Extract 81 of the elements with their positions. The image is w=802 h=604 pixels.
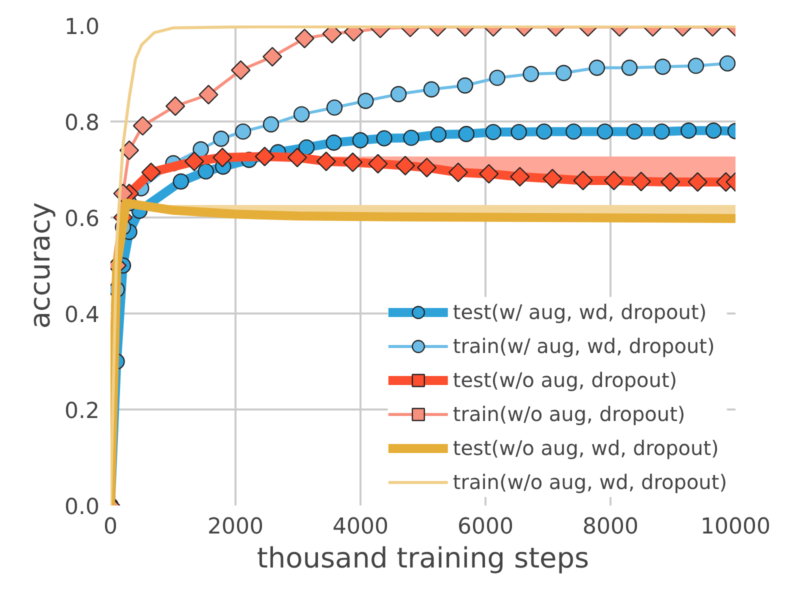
point [316,152,336,172]
y-tick-label: 0.4 [64,303,100,328]
point [254,146,274,166]
point [596,123,614,140]
point [287,148,308,168]
point [262,46,282,66]
point [448,162,468,182]
point [604,170,624,190]
y-tick-label: 0.8 [64,111,100,136]
point [294,28,314,48]
point [705,122,722,139]
point [458,126,474,142]
point [198,84,218,104]
legend-label: train(w/o aug, dropout) [452,401,686,428]
point [688,172,708,192]
y-tick-label: 0.2 [64,399,100,424]
point [192,141,209,158]
x-tick-label: 8000 [582,514,639,540]
x-axis-title: thousand training steps [256,542,590,574]
point [376,130,392,146]
point [485,124,502,140]
point [390,86,407,102]
point [212,148,232,168]
point [198,163,214,180]
point [132,116,152,136]
point [621,60,638,76]
point [542,168,562,188]
point [588,60,606,76]
point [536,123,552,140]
point [510,166,530,186]
x-tick-label: 6000 [458,514,514,540]
point [573,170,593,190]
point [326,134,342,151]
point [680,122,697,139]
legend-label: test(w/o aug, dropout) [452,367,678,394]
point [423,81,440,98]
x-tick-label: 2000 [208,514,264,540]
point [556,64,572,82]
point [184,152,204,172]
point [395,156,416,176]
point [654,58,671,75]
point [430,126,447,143]
point [213,130,230,147]
point [631,172,651,192]
point [342,152,363,172]
legend-label: test(w/ aug, wd, dropout) [452,299,707,326]
point [326,99,343,116]
point [368,154,388,174]
point [522,66,539,82]
point [262,116,280,132]
point [234,123,252,140]
point [358,92,374,109]
point [688,58,704,74]
point [298,139,315,156]
point [654,123,670,140]
y-tick-label: 1.0 [64,15,100,40]
legend-label: train(w/ aug, wd, dropout) [452,333,715,360]
point [166,96,186,116]
x-tick-label: 0 [104,514,118,540]
point [230,60,251,80]
point [479,164,499,184]
x-tick-label: 10000 [700,514,771,540]
point [566,123,582,140]
y-axis-title: accuracy [24,202,57,329]
point [417,158,437,178]
y-tick-label: 0.6 [64,207,100,232]
point [510,124,527,140]
point [141,162,161,182]
point [660,172,680,192]
legend-label: train(w/o aug, wd, dropout) [452,469,727,496]
point [489,70,506,86]
legend-label: test(w/o aug, wd, dropout) [452,435,719,462]
point [172,173,190,190]
point [456,77,474,94]
point [626,123,643,140]
x-tick-label: 4000 [332,514,389,540]
y-tick-label: 0.0 [64,495,100,520]
point [352,132,368,148]
point [293,106,310,122]
point [403,130,420,146]
point [719,55,736,72]
